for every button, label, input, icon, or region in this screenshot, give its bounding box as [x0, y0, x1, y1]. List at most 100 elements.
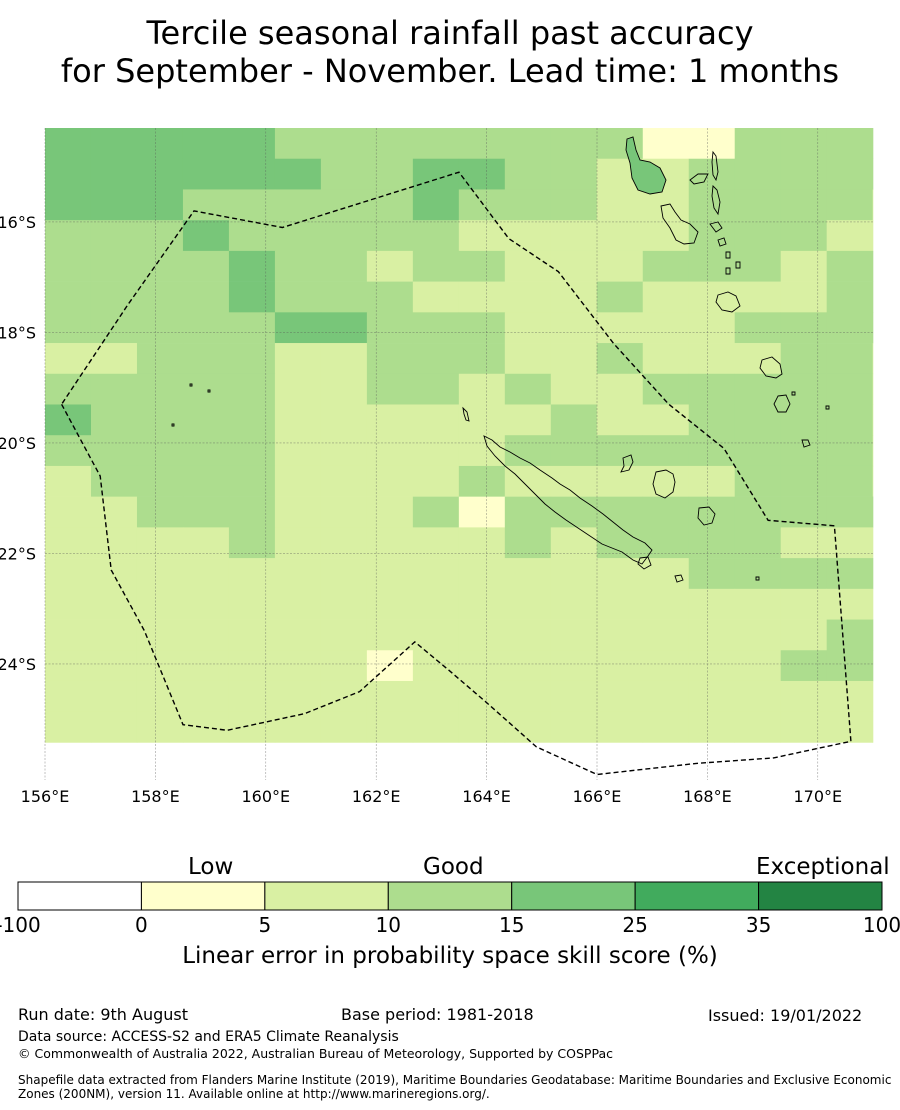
skill-cell	[734, 619, 782, 651]
skill-cell	[596, 527, 644, 559]
skill-cell	[504, 343, 552, 375]
skill-cell	[688, 220, 736, 252]
tanna-coastline	[773, 394, 791, 413]
skill-cell	[274, 588, 322, 620]
skill-cell	[504, 435, 552, 467]
skill-cell	[412, 496, 460, 528]
copyright-notice: © Commonwealth of Australia 2022, Austra…	[18, 1046, 613, 1061]
skill-cell	[872, 496, 874, 528]
skill-cell	[734, 496, 782, 528]
skill-cell	[90, 220, 138, 252]
latitude-tick-label: 24°S	[0, 655, 36, 674]
skill-cell	[45, 558, 92, 590]
skill-cell	[412, 250, 460, 282]
skill-cell	[274, 619, 322, 651]
skill-cell	[182, 312, 230, 344]
skill-cell	[366, 128, 414, 160]
skill-cell	[780, 527, 827, 559]
skill-cell	[45, 711, 92, 743]
skill-cell	[320, 680, 368, 713]
skill-cell	[780, 588, 827, 620]
skill-cell	[366, 465, 414, 497]
skill-cell	[320, 312, 368, 344]
skill-cell	[550, 189, 598, 221]
skill-cell	[366, 189, 414, 221]
skill-cell	[504, 558, 552, 590]
skill-cell	[136, 619, 184, 651]
skill-cell	[780, 343, 827, 375]
skill-cell	[320, 189, 368, 221]
skill-cell	[45, 404, 92, 436]
skill-cell	[826, 158, 873, 190]
aniwa-coastline	[791, 391, 830, 410]
skill-cell	[458, 558, 506, 590]
skill-cell	[182, 588, 230, 620]
skill-cell	[412, 373, 460, 405]
skill-cell	[274, 312, 322, 344]
skill-cell	[872, 711, 874, 743]
skill-cell	[366, 373, 414, 405]
belep-islands-coastline	[462, 406, 470, 422]
skill-cell	[872, 680, 874, 713]
skill-cell	[596, 465, 644, 497]
skill-cell	[688, 373, 736, 405]
skill-cell	[274, 650, 322, 682]
skill-cell	[274, 158, 322, 190]
skill-cell	[550, 588, 598, 620]
colorbar-tick-label: 0	[135, 913, 148, 937]
skill-cell	[228, 128, 276, 160]
skill-cell	[136, 189, 184, 221]
skill-cell	[274, 343, 322, 375]
skill-cell	[320, 404, 368, 436]
skill-cell	[688, 680, 736, 713]
skill-cell	[550, 650, 598, 682]
skill-cell	[872, 250, 874, 282]
skill-cell	[136, 558, 184, 590]
skill-cell	[182, 558, 230, 590]
skill-cell	[412, 281, 460, 313]
colorbar-tick-label: 25	[622, 913, 647, 937]
run-date: Run date: 9th August	[18, 1005, 188, 1024]
skill-cell	[734, 558, 782, 590]
skill-cell	[45, 312, 92, 344]
skill-cell	[228, 312, 276, 344]
skill-cell	[136, 496, 184, 528]
skill-cell	[182, 619, 230, 651]
skill-cell	[872, 128, 874, 160]
graticule	[44, 128, 873, 780]
skill-cell	[366, 250, 414, 282]
aneityum-coastline	[801, 439, 811, 448]
skill-cell	[182, 650, 230, 682]
skill-cell	[412, 650, 460, 682]
skill-cell	[228, 711, 276, 743]
skill-cell	[228, 158, 276, 190]
skill-cell	[780, 281, 827, 313]
longitude-tick-label: 158°E	[131, 787, 180, 806]
skill-cell	[550, 527, 598, 559]
skill-cell	[412, 435, 460, 467]
map-title: Tercile seasonal rainfall past accuracy …	[0, 14, 900, 90]
skill-cell	[550, 558, 598, 590]
skill-cell	[458, 312, 506, 344]
skill-cell	[550, 435, 598, 467]
skill-cell	[320, 158, 368, 190]
skill-cell	[780, 680, 827, 713]
skill-cell	[504, 158, 552, 190]
skill-cell	[596, 373, 644, 405]
skill-cell	[366, 158, 414, 190]
skill-cell	[872, 435, 874, 467]
skill-cell	[550, 250, 598, 282]
skill-cell	[688, 711, 736, 743]
skill-cell	[642, 680, 690, 713]
skill-cell	[780, 650, 827, 682]
skill-cell	[45, 465, 92, 497]
skill-cell	[458, 619, 506, 651]
skill-cell	[504, 250, 552, 282]
skill-cell	[780, 128, 827, 160]
skill-cell	[780, 158, 827, 190]
skill-cell	[182, 220, 230, 252]
skill-cell	[872, 343, 874, 375]
skill-cell	[274, 496, 322, 528]
skill-cell	[826, 373, 873, 405]
skill-cell	[458, 527, 506, 559]
